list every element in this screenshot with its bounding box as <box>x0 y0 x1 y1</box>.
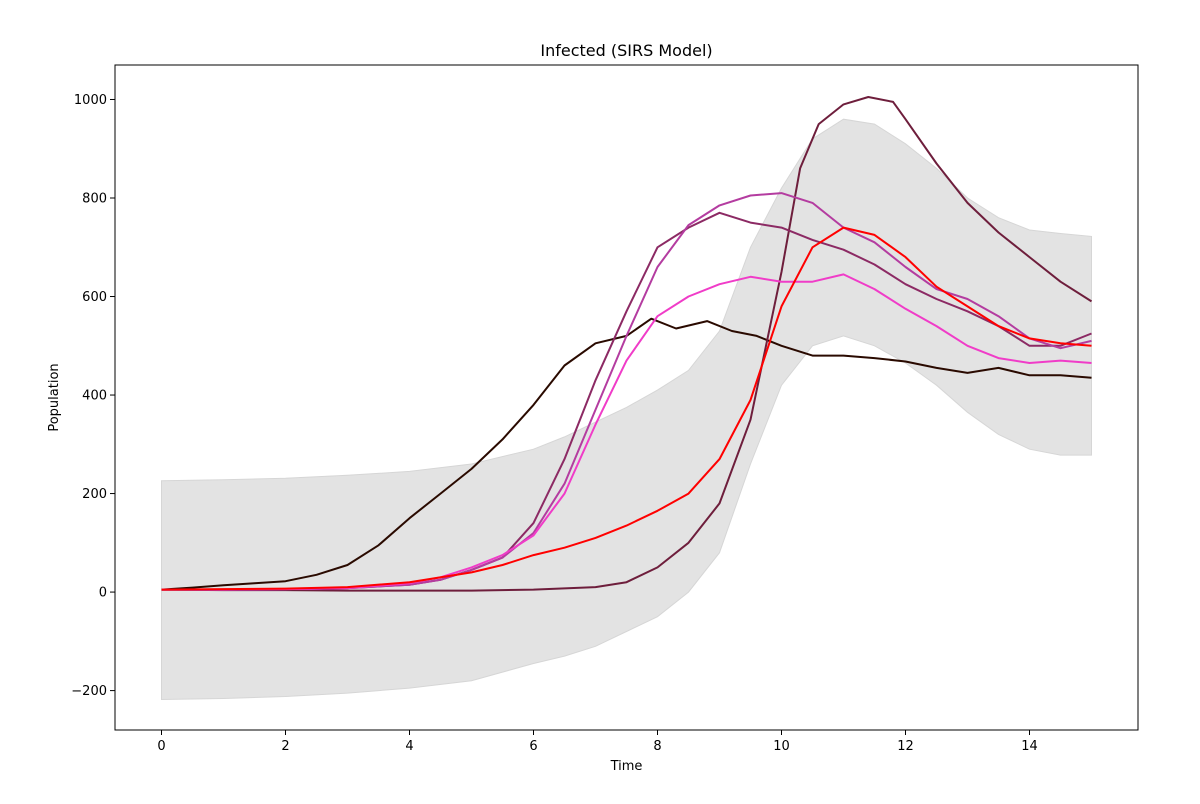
chart-title: Infected (SIRS Model) <box>540 41 712 60</box>
x-tick-label: 4 <box>405 739 413 754</box>
series-line-6 <box>161 226 1092 591</box>
y-axis: −200 0 200 400 600 800 1000 <box>71 93 115 699</box>
series-line-1 <box>161 317 1092 591</box>
x-tick-label: 0 <box>157 739 165 754</box>
y-tick-label: 0 <box>99 586 107 601</box>
confidence-band <box>161 118 1092 701</box>
series-line-4 <box>161 192 1092 591</box>
y-tick-label: 1000 <box>74 93 107 108</box>
x-tick-label: 12 <box>897 739 914 754</box>
y-tick-label: 400 <box>82 389 107 404</box>
x-axis: 0 2 4 6 8 10 12 14 <box>157 730 1038 754</box>
x-tick-label: 8 <box>653 739 661 754</box>
y-tick-label: 200 <box>82 487 107 502</box>
y-tick-label: 800 <box>82 192 107 207</box>
x-tick-label: 6 <box>529 739 537 754</box>
plot-frame <box>114 64 1139 731</box>
y-tick-label: 600 <box>82 290 107 305</box>
x-axis-label: Time <box>610 759 643 774</box>
x-tick-label: 2 <box>281 739 289 754</box>
x-tick-label: 10 <box>773 739 790 754</box>
y-axis-label: Population <box>47 363 62 431</box>
series-line-2 <box>161 96 1093 592</box>
x-tick-label: 14 <box>1021 739 1038 754</box>
y-tick-label: −200 <box>71 684 107 699</box>
